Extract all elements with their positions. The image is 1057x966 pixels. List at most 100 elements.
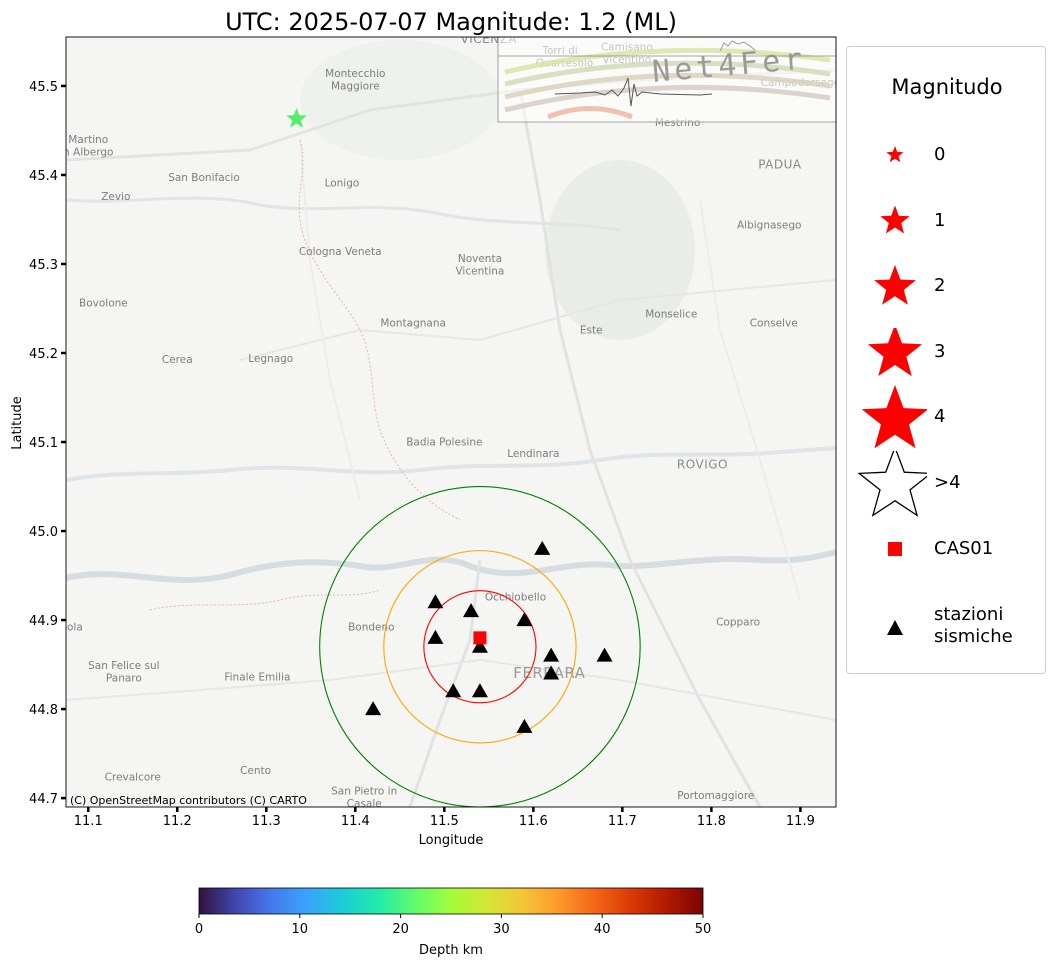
colorbar-tick-label: 40 [594,922,611,937]
map-place-label: San Bonifacio [168,172,240,184]
y-axis: 44.7 44.8 44.9 45.0 45.1 45.2 45.3 45.4 45.5 [29,80,66,807]
legend-item-stations: stazioni sismiche [847,603,1047,653]
x-tick-label: 11.8 [697,814,726,829]
map-place-label: Montecchio [325,68,385,80]
legend-star-icon [867,328,923,377]
legend-label: 0 [934,144,946,165]
legend-item-mag-3: 3 [847,328,1047,378]
map-place-label: Conselve [750,317,798,329]
x-tick-label: 11.1 [74,814,103,829]
legend-item-cas01: CAS01 [847,524,1047,574]
colorbar-gradient [198,887,704,915]
depth-colorbar: 0 10 20 30 40 50 Depth km [195,887,711,958]
legend-star-icon [874,265,916,305]
map-place-label: Casale [347,798,382,810]
map-place-label: ROVIGO [677,458,728,472]
map-place-label: ola [67,622,83,634]
seismic-station-marker [471,638,488,653]
map-place-label: PADUA [758,158,802,172]
legend-star-icon [886,146,904,163]
map-place-label: Zevio [101,191,130,203]
legend-item-mag-2: 2 [847,262,1047,312]
magnitude-legend: Magnitudo 0 1 2 3 4 >4 CAS01 stazioni si… [846,46,1046,674]
seismic-station-marker [427,629,444,644]
seismic-station-marker [463,603,480,618]
y-axis-label: Latitude [10,396,25,450]
seismic-station-marker [445,683,462,698]
legend-square-icon [888,542,902,556]
legend-star-outline-icon [857,451,927,517]
legend-label: 3 [934,341,946,362]
map-place-label: Copparo [716,616,760,628]
legend-star-icon [880,205,910,234]
seismic-station-marker [543,647,560,662]
map-place-label: Mestrino [655,117,700,129]
map-place-label: San Felice sul [88,660,159,672]
map-attribution: (C) OpenStreetMap contributors (C) CARTO [70,794,307,807]
map-place-label: Maggiore [331,81,380,93]
colorbar-ticks: 0 10 20 30 40 50 [195,914,711,937]
y-tick-label: 44.7 [29,792,58,807]
map-place-label: Cologna Veneta [299,246,382,258]
net4fer-logo: Net4Fer [497,36,837,123]
colorbar-tick-label: 0 [195,922,203,937]
x-tick-label: 11.6 [519,814,548,829]
x-tick-label: 11.9 [786,814,815,829]
legend-star-icon [861,385,927,449]
seismic-station-marker [516,718,533,733]
map-place-label: Noventa [458,253,502,265]
x-axis-label: Longitude [419,833,484,848]
map-place-label: Lonigo [325,178,360,190]
colorbar-tick-label: 30 [493,922,510,937]
legend-triangle-icon [887,620,903,635]
y-tick-label: 45.5 [29,80,58,95]
cas01-station-marker [473,631,487,645]
colorbar-tick-label: 20 [392,922,409,937]
map-place-label: Lendinara [507,448,559,460]
seismic-station-marker [427,594,444,609]
map-place-label: Bovolone [79,298,128,310]
map-place-label: Cerea [162,354,193,366]
y-tick-label: 45.1 [29,436,58,451]
map-place-label: Este [580,324,603,336]
x-axis: 11.1 11.2 11.3 11.4 11.5 11.6 11.7 11.8 11.9 [74,807,815,829]
map-place-label: Montagnana [380,317,446,329]
y-tick-label: 44.9 [29,614,58,629]
x-tick-label: 11.2 [163,814,192,829]
legend-label: 2 [934,275,946,296]
map-place-label: Portomaggiore [677,790,754,802]
legend-label: 4 [934,406,946,427]
seismic-station-marker [534,540,551,555]
x-tick-label: 11.3 [252,814,281,829]
legend-label: sismiche [934,626,1013,647]
legend-item-mag-0: 0 [847,130,1047,180]
x-tick-label: 11.4 [341,814,370,829]
map-place-label: Martino [68,134,108,146]
map-place-label: Crevalcore [105,771,161,783]
legend-item-mag-1: 1 [847,196,1047,246]
legend-label: CAS01 [934,538,994,559]
map-place-label: Monselice [645,308,697,320]
map-place-label: VICENZA [461,32,518,46]
seismic-station-marker [516,612,533,627]
x-tick-label: 11.7 [608,814,637,829]
legend-item-mag-over-4: >4 [847,451,1047,517]
colorbar-tick-label: 50 [695,922,712,937]
map-place-label: Legnago [248,353,293,365]
map-place-label: Cento [240,765,271,777]
legend-label: stazioni [934,604,1004,625]
map-place-label: Vicentina [455,266,504,278]
map-place-label: Panaro [106,672,142,684]
colorbar-tick-label: 10 [292,922,309,937]
y-tick-label: 45.0 [29,525,58,540]
y-tick-label: 45.4 [29,169,58,184]
map-frame [65,36,837,808]
map-overlay [286,107,641,807]
map-place-label: Albignasego [737,219,801,231]
distance-circle [319,486,641,807]
plot-title: UTC: 2025-07-07 Magnitude: 1.2 (ML) [225,8,677,36]
seismic-station-marker [543,665,560,680]
seismic-station-marker [365,701,382,716]
